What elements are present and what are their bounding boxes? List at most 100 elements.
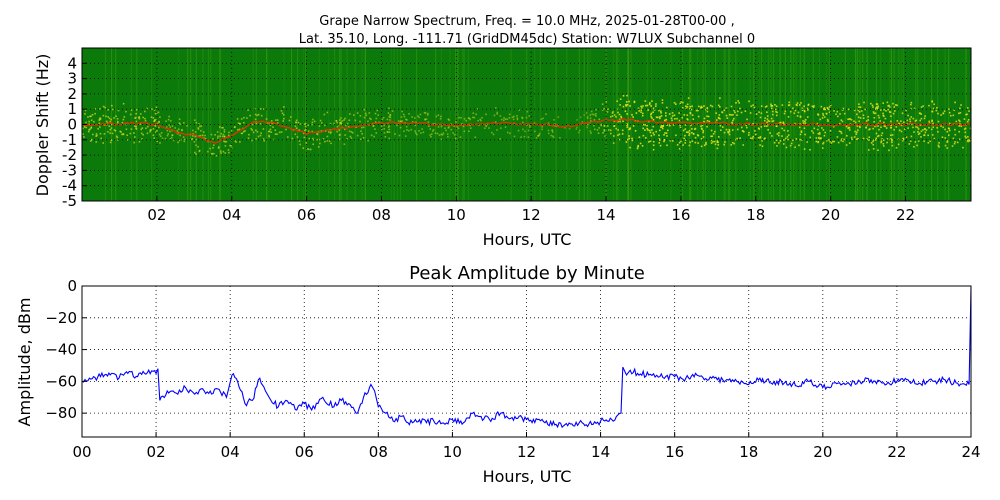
spectrogram-cell <box>508 113 511 116</box>
spectrogram-cell <box>652 125 655 128</box>
spectrogram-cell <box>842 140 844 143</box>
spectrogram-cell <box>240 132 243 135</box>
spectrogram-cell <box>765 105 768 108</box>
spectrogram-cell <box>262 138 265 140</box>
spectrogram-cell <box>158 126 160 129</box>
spectrogram-cell <box>197 145 199 148</box>
spectrogram-cell <box>954 101 956 104</box>
spectrogram-cell <box>186 124 188 127</box>
spectrogram-cell <box>528 115 530 117</box>
spectrogram-streak <box>130 48 132 201</box>
spectrogram-cell <box>816 122 819 125</box>
spectrogram-cell <box>595 115 597 117</box>
spectrogram-cell <box>579 116 582 119</box>
spectrogram-cell <box>608 129 610 131</box>
spectrogram-cell <box>167 118 170 121</box>
spectrogram-cell <box>764 125 766 127</box>
spectrogram-cell <box>251 139 253 142</box>
spectrogram-cell <box>367 139 369 142</box>
spectrogram-cell <box>115 115 117 118</box>
spectrogram-cell <box>621 129 624 132</box>
spectrogram-cell <box>855 138 858 141</box>
spectrogram-cell <box>744 110 747 112</box>
spectrogram-cell <box>683 137 685 140</box>
spectrogram-cell <box>447 118 450 121</box>
spectrogram-cell <box>504 118 507 121</box>
spectrogram-streak <box>390 48 392 201</box>
spectrogram-cell <box>620 115 622 118</box>
spectrogram-cell <box>576 126 578 129</box>
spectrogram-streak <box>704 48 706 201</box>
spectrogram-cell <box>421 128 423 130</box>
spectrogram-cell <box>841 120 844 123</box>
spectrogram-cell <box>873 112 875 115</box>
spectrogram-cell <box>133 141 136 144</box>
spectrogram-cell <box>166 134 169 137</box>
spectrogram-cell <box>265 118 268 120</box>
spectrogram-cell <box>607 108 609 111</box>
spectrogram-cell <box>311 121 314 124</box>
spectrogram-cell <box>500 118 503 121</box>
spectrogram-cell <box>859 117 862 119</box>
spectrogram-cell <box>886 138 889 140</box>
spectrogram-streak <box>456 48 458 201</box>
spectrogram-cell <box>217 135 219 138</box>
spectrogram-cell <box>521 117 524 120</box>
spectrogram-cell <box>919 124 922 126</box>
spectrogram-cell <box>755 113 758 115</box>
spectrogram-cell <box>684 134 686 137</box>
spectrogram-cell <box>343 119 345 121</box>
spectrogram-cell <box>339 122 342 124</box>
spectrogram-cell <box>641 114 644 117</box>
spectrogram-cell <box>111 108 114 111</box>
spectrogram-cell <box>825 139 828 142</box>
spectrogram-cell <box>689 107 691 110</box>
spectrogram-cell <box>822 112 824 115</box>
spectrogram-cell <box>659 117 661 120</box>
spectrogram-cell <box>675 103 677 105</box>
spectrogram-cell <box>720 129 722 132</box>
spectrogram-cell <box>239 123 241 125</box>
spectrogram-cell <box>840 132 843 135</box>
spectrogram-cell <box>717 141 719 144</box>
spectrogram-cell <box>589 130 592 133</box>
spectrogram-cell <box>685 131 688 133</box>
spectrogram-cell <box>771 113 774 116</box>
spectrogram-cell <box>794 122 796 125</box>
spectrogram-cell <box>954 141 956 143</box>
spectrogram-cell <box>716 140 719 142</box>
spectrogram-cell <box>840 139 843 142</box>
spectrogram-cell <box>167 133 169 135</box>
spectrogram-cell <box>420 132 422 134</box>
spectrogram-streak <box>613 48 615 201</box>
amplitude-x-tick-label: 06 <box>295 443 314 461</box>
spectrogram-cell <box>254 113 257 116</box>
spectrogram-cell <box>107 130 109 133</box>
spectrogram-cell <box>761 139 764 142</box>
spectrogram-cell <box>865 126 867 129</box>
spectrogram-cell <box>658 134 660 137</box>
spectrogram-cell <box>638 110 640 112</box>
spectrogram-cell <box>275 119 277 121</box>
spectrogram-cell <box>195 144 197 147</box>
spectrogram-cell <box>324 140 326 143</box>
spectrogram-cell <box>716 141 718 143</box>
spectrogram-cell <box>752 104 754 106</box>
spectrogram-cell <box>383 124 385 127</box>
spectrogram-cell <box>522 128 524 131</box>
spectrogram-streak <box>587 48 589 201</box>
spectrogram-cell <box>613 114 616 116</box>
spectrogram-cell <box>225 140 228 143</box>
spectrogram-streak <box>187 48 189 201</box>
spectrogram-cell <box>865 120 868 122</box>
spectrogram-cell <box>794 146 796 149</box>
spectrogram-cell <box>568 127 571 130</box>
spectrogram-cell <box>105 120 108 123</box>
spectrogram-cell <box>585 112 588 114</box>
spectrogram-cell <box>868 139 870 141</box>
spectrogram-cell <box>598 118 601 121</box>
spectrogram-cell <box>948 122 951 125</box>
spectrogram-cell <box>651 117 653 119</box>
spectrogram-cell <box>138 117 141 120</box>
spectrogram-cell <box>221 135 224 138</box>
